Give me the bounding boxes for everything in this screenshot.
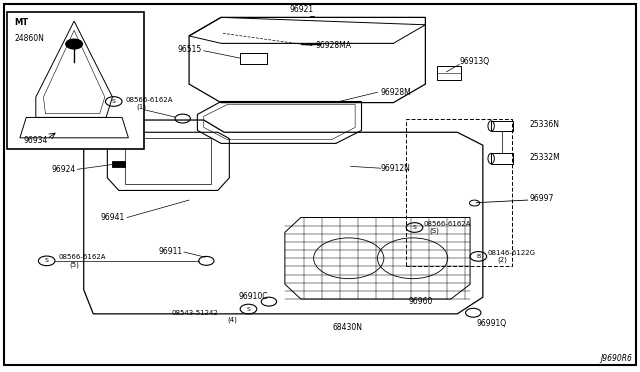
Text: 96515: 96515 [178,45,202,54]
Bar [7,12,145,149]
Text: 08566-6162A: 08566-6162A [58,254,106,260]
Text: 96960: 96960 [408,297,433,306]
Text: 96928M: 96928M [380,88,411,97]
Text: 24860N: 24860N [15,35,45,44]
Text: 25336N: 25336N [529,121,559,129]
Bar [491,121,513,131]
Bar [240,52,267,64]
Text: 08566-6162A: 08566-6162A [125,97,173,103]
Text: 68430N: 68430N [333,323,363,332]
Text: 96913Q: 96913Q [460,57,490,66]
Text: B: B [476,254,481,259]
Text: S: S [413,225,417,230]
Text: 96991Q: 96991Q [476,320,507,328]
Text: 96910C: 96910C [238,292,268,301]
Text: (5): (5) [69,261,79,268]
Text: S: S [246,307,250,311]
Text: 08543-51242: 08543-51242 [171,310,218,316]
Text: J9690R6: J9690R6 [600,354,632,363]
Text: 96934: 96934 [23,136,47,145]
Text: 96924: 96924 [52,165,76,174]
Text: (S): (S) [430,228,440,234]
Text: (4): (4) [227,316,237,323]
Bar [125,138,211,184]
Text: 96941: 96941 [101,213,125,222]
Text: 96997: 96997 [529,195,554,203]
Text: (1): (1) [136,103,146,110]
Bar [113,161,125,167]
Text: 96921: 96921 [289,6,314,15]
Text: 96912N: 96912N [381,164,410,173]
Text: 08146-6122G: 08146-6122G [487,250,535,256]
Text: 25332M: 25332M [529,153,560,161]
Text: 08566-6162A: 08566-6162A [424,221,471,227]
Text: S: S [45,259,49,263]
Bar [437,66,461,80]
Circle shape [66,39,83,49]
Bar [491,153,513,164]
Text: S: S [112,99,116,104]
Bar [406,119,511,266]
Text: 96911: 96911 [159,247,182,256]
Text: (2): (2) [497,257,508,263]
Text: 96928MA: 96928MA [316,41,351,51]
Text: MT: MT [15,18,29,27]
